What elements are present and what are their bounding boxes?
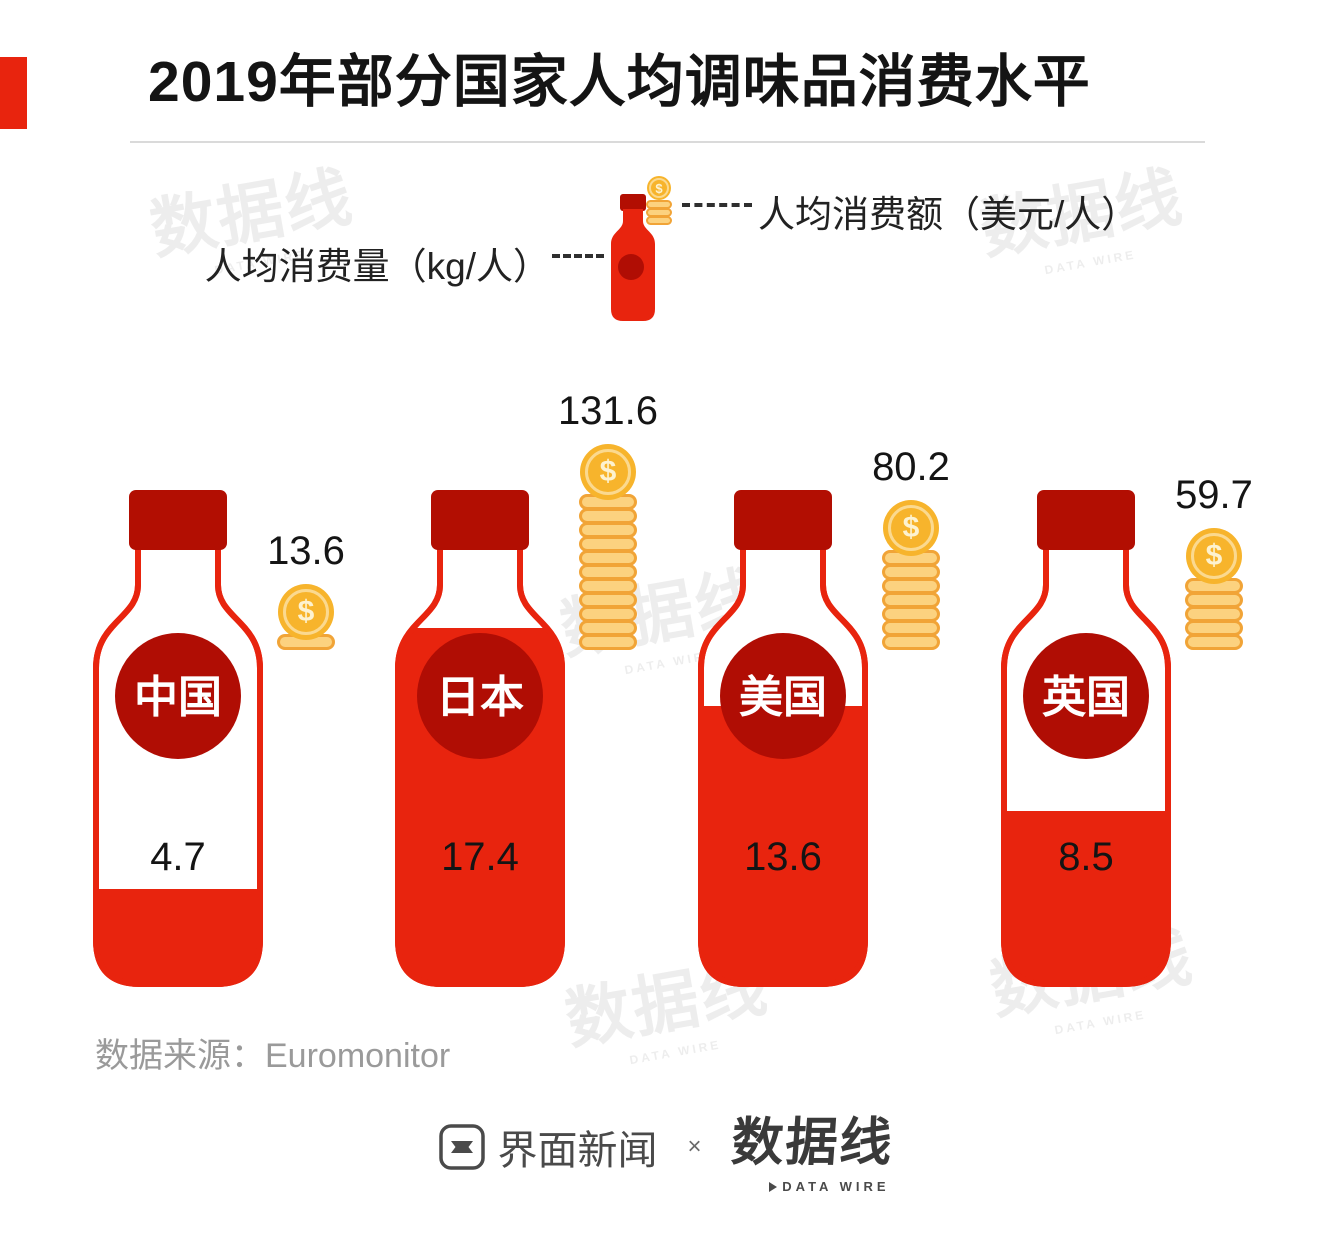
mini-bottle-cap xyxy=(620,194,646,211)
title-divider xyxy=(130,141,1205,143)
bottle-cap xyxy=(431,490,529,550)
kg-value-label: 4.7 xyxy=(150,835,206,879)
bottle-outline xyxy=(93,543,263,987)
coin-stack xyxy=(579,494,637,650)
country-bottle-group: 美国 13.6 80.2 $ xyxy=(697,445,967,990)
coin-column: 80.2 $ xyxy=(855,445,967,650)
coin-column: 59.7 $ xyxy=(1158,473,1270,650)
watermark-en: DATA WIRE xyxy=(1053,1007,1148,1038)
country-label: 英国 xyxy=(1042,673,1130,722)
page-title: 2019年部分国家人均调味品消费水平 xyxy=(148,50,1091,114)
country-badge xyxy=(1023,633,1149,759)
bottle-icon: 美国 13.6 xyxy=(698,490,868,987)
legend: 人均消费量（kg/人） $ 人均消费额（美元/人） xyxy=(0,168,1333,343)
footer-logos: 界面新闻 × 数据线 DATA WIRE xyxy=(0,1100,1333,1194)
bottle-cap xyxy=(734,490,832,550)
legend-dash-right xyxy=(682,203,752,207)
coin-stack xyxy=(882,550,940,650)
country-bottle-group: 日本 17.4 131.6 $ xyxy=(394,389,664,990)
dollar-sign: $ xyxy=(599,455,617,488)
kg-value-label: 17.4 xyxy=(441,835,519,879)
usd-value-label: 131.6 xyxy=(557,389,659,433)
watermark-en: DATA WIRE xyxy=(628,1037,723,1068)
legend-bottle-icon xyxy=(610,194,656,322)
coin-column: 131.6 $ xyxy=(552,389,664,650)
bottle-cap xyxy=(1037,490,1135,550)
mini-bottle-svg xyxy=(611,194,655,321)
bottle-liquid-fill xyxy=(96,889,260,984)
country-badge xyxy=(720,633,846,759)
legend-dash-left xyxy=(552,254,604,258)
footer-separator: × xyxy=(687,1133,702,1160)
mini-coin xyxy=(646,216,672,225)
legend-coins-icon: $ xyxy=(645,176,673,225)
country-badge xyxy=(115,633,241,759)
dollar-sign: $ xyxy=(1205,539,1223,572)
datawire-logo: 数据线 DATA WIRE xyxy=(729,1100,896,1194)
coin xyxy=(1185,634,1243,650)
legend-volume-label: 人均消费量（kg/人） xyxy=(204,246,550,287)
country-bottle-group: 英国 8.5 59.7 $ xyxy=(1000,473,1270,990)
jiemian-icon-frame xyxy=(439,1124,486,1170)
dollar-sign: $ xyxy=(902,511,920,544)
datawire-cn-label: 数据线 xyxy=(729,1114,896,1172)
dollar-sign: $ xyxy=(655,180,663,196)
bottle-cap xyxy=(129,490,227,550)
mini-dollar-coin-icon: $ xyxy=(647,176,671,200)
data-source: 数据来源：Euromonitor xyxy=(95,1037,451,1075)
country-label: 中国 xyxy=(134,673,222,722)
kg-value-label: 13.6 xyxy=(744,835,822,879)
country-label: 美国 xyxy=(739,673,827,722)
coin-stack xyxy=(1185,578,1243,650)
usd-value-label: 80.2 xyxy=(872,445,950,489)
chart-area: 中国 4.7 13.6 $ 日本 17.4 131. xyxy=(92,389,1272,990)
jiemian-label: 界面新闻 xyxy=(497,1129,658,1173)
jiemian-icon xyxy=(439,1124,486,1170)
kg-value-label: 8.5 xyxy=(1058,835,1114,879)
country-label: 日本 xyxy=(436,673,524,722)
jiemian-icon-ribbon xyxy=(451,1141,474,1153)
jiemian-logo: 界面新闻 xyxy=(439,1118,657,1176)
coin xyxy=(882,634,940,650)
bottle-liquid-fill xyxy=(1004,811,1168,984)
mini-bottle-badge xyxy=(618,254,644,280)
bottle-icon: 日本 17.4 xyxy=(395,490,565,987)
coin xyxy=(579,634,637,650)
dollar-coin-icon: $ xyxy=(278,584,334,640)
title-accent-bar xyxy=(0,57,27,129)
usd-value-label: 59.7 xyxy=(1175,473,1253,517)
legend-value-label: 人均消费额（美元/人） xyxy=(758,194,1139,235)
datawire-en-label: DATA WIRE xyxy=(782,1179,890,1194)
country-bottle-group: 中国 4.7 13.6 $ xyxy=(92,490,362,990)
bottle-icon: 英国 8.5 xyxy=(1001,490,1171,987)
usd-value-label: 13.6 xyxy=(267,529,345,573)
bottle-icon: 中国 4.7 xyxy=(93,490,263,987)
coin-column: 13.6 $ xyxy=(250,529,362,650)
triangle-icon xyxy=(769,1181,778,1192)
dollar-coin-icon: $ xyxy=(1186,528,1242,584)
bottle-outline xyxy=(698,543,868,987)
bottle-outline xyxy=(395,543,565,987)
datawire-en-row: DATA WIRE xyxy=(769,1179,889,1194)
dollar-coin-icon: $ xyxy=(580,444,636,500)
country-badge xyxy=(417,633,543,759)
dollar-sign: $ xyxy=(297,595,315,628)
dollar-coin-icon: $ xyxy=(883,500,939,556)
bottle-outline xyxy=(1001,543,1171,987)
